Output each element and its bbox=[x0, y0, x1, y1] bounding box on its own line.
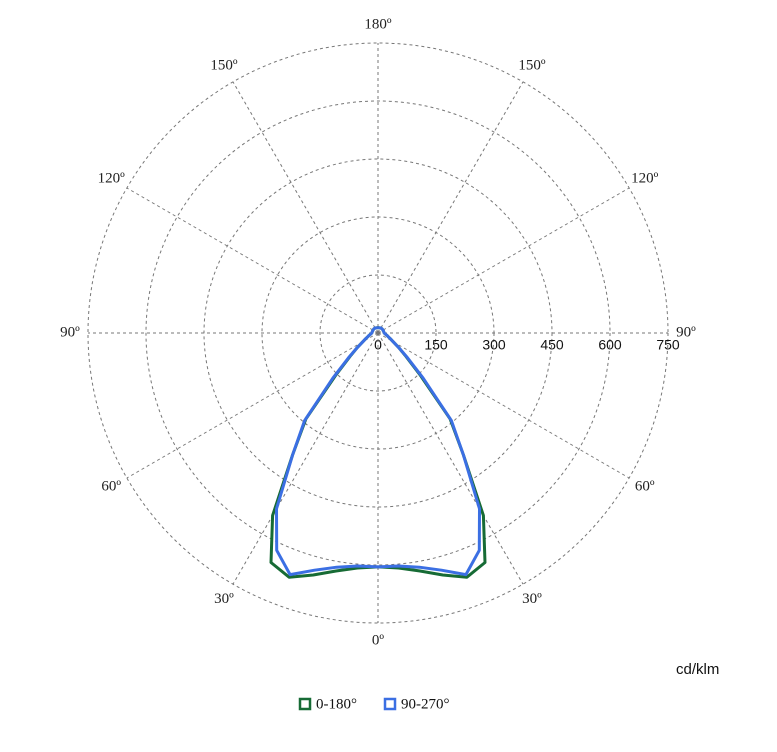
grid-spoke bbox=[377, 81, 524, 334]
series-line bbox=[269, 326, 379, 579]
series-line bbox=[275, 326, 379, 577]
series-line bbox=[377, 326, 481, 577]
r-tick-label: 300 bbox=[482, 337, 506, 353]
angle-label: 120º bbox=[631, 170, 659, 186]
unit-label: cd/klm bbox=[676, 661, 719, 678]
angle-label: 60º bbox=[101, 478, 121, 494]
angle-label: 0º bbox=[372, 632, 385, 648]
angle-label: 150º bbox=[210, 58, 238, 74]
angle-label: 60º bbox=[635, 478, 655, 494]
angle-label: 90º bbox=[676, 324, 696, 340]
grid-ring bbox=[319, 274, 437, 392]
grid-ring bbox=[145, 100, 611, 566]
legend-label: 90-270° bbox=[401, 696, 450, 712]
grid-spoke bbox=[126, 187, 379, 334]
angle-label: 180º bbox=[364, 16, 392, 32]
grid-spoke bbox=[126, 332, 379, 479]
r-tick-label: 150 bbox=[424, 337, 448, 353]
r-tick-label: 450 bbox=[540, 337, 564, 353]
r-tick-label: 750 bbox=[656, 337, 680, 353]
series-line bbox=[377, 326, 487, 579]
r-tick-label: 0 bbox=[374, 337, 382, 353]
legend-swatch bbox=[298, 697, 312, 711]
angle-label: 120º bbox=[98, 170, 126, 186]
legend-swatch bbox=[383, 697, 397, 711]
angle-label: 90º bbox=[60, 324, 80, 340]
grid-spoke bbox=[377, 187, 630, 334]
angle-label: 150º bbox=[518, 58, 546, 74]
angle-label: 30º bbox=[522, 591, 542, 607]
angle-label: 30º bbox=[214, 591, 234, 607]
r-tick-label: 600 bbox=[598, 337, 622, 353]
grid-spoke bbox=[232, 81, 379, 334]
grid-spoke bbox=[377, 332, 524, 585]
grid-spoke bbox=[232, 332, 379, 585]
legend-label: 0-180° bbox=[316, 696, 357, 712]
grid-spoke bbox=[377, 332, 630, 479]
